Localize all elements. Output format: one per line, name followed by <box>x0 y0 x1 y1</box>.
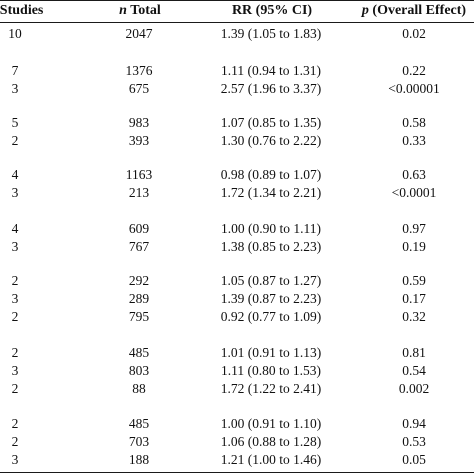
cell-p-value: 0.63 <box>402 167 426 182</box>
cell-number-of-studies: 2 <box>11 309 19 324</box>
cell-risk-ratio: 1.06 (0.88 to 1.28) <box>220 434 322 449</box>
cell-number-of-studies: 4 <box>11 167 19 182</box>
cell-p-value: 0.33 <box>402 133 426 148</box>
cell-n-total: 795 <box>128 309 150 324</box>
cell-n-total: 393 <box>128 133 150 148</box>
table-top-rule <box>0 0 474 1</box>
cell-n-total: 485 <box>128 345 150 360</box>
cell-number-of-studies: 5 <box>11 115 19 130</box>
cell-p-value: 0.02 <box>402 26 426 41</box>
cell-number-of-studies: 3 <box>11 81 19 96</box>
cell-number-of-studies: 2 <box>11 434 19 449</box>
cell-n-total: 213 <box>128 185 150 200</box>
cell-risk-ratio: 1.39 (0.87 to 2.23) <box>220 291 322 306</box>
cell-n-total: 767 <box>128 239 150 254</box>
cell-p-value: 0.54 <box>402 363 426 378</box>
cell-number-of-studies: 2 <box>11 416 19 431</box>
cell-risk-ratio: 1.39 (1.05 to 1.83) <box>220 26 322 41</box>
cell-risk-ratio: 1.38 (0.85 to 2.23) <box>220 239 322 254</box>
header-p-italic: p <box>361 3 369 18</box>
cell-risk-ratio: 1.00 (0.90 to 1.11) <box>221 221 321 236</box>
table-bottom-rule <box>0 472 474 473</box>
cell-risk-ratio: 1.11 (0.80 to 1.53) <box>221 363 321 378</box>
cell-risk-ratio: 1.07 (0.85 to 1.35) <box>220 115 322 130</box>
header-p-rest: (Overall Effect) <box>368 3 467 18</box>
cell-risk-ratio: 1.00 (0.91 to 1.10) <box>220 416 322 431</box>
cell-p-value: 0.97 <box>402 221 426 236</box>
cell-n-total: 289 <box>128 291 150 306</box>
cell-risk-ratio: 1.11 (0.94 to 1.31) <box>221 63 321 78</box>
cell-number-of-studies: 3 <box>11 291 19 306</box>
cell-p-value: 0.81 <box>402 345 426 360</box>
cell-n-total: 292 <box>128 273 150 288</box>
header-number-of-studies: of Studies <box>0 3 44 18</box>
cell-n-total: 675 <box>128 81 150 96</box>
cell-risk-ratio: 1.01 (0.91 to 1.13) <box>220 345 322 360</box>
cell-risk-ratio: 1.30 (0.76 to 2.22) <box>220 133 322 148</box>
cell-p-value: <0.00001 <box>388 81 440 96</box>
cell-number-of-studies: 3 <box>11 363 19 378</box>
cell-risk-ratio: 1.72 (1.22 to 2.41) <box>220 381 322 396</box>
cell-number-of-studies: 2 <box>11 345 19 360</box>
cell-risk-ratio: 1.21 (1.00 to 1.46) <box>220 452 322 467</box>
cell-n-total: 188 <box>128 452 150 467</box>
cell-p-value: 0.59 <box>402 273 426 288</box>
cell-n-total: 983 <box>128 115 150 130</box>
cell-number-of-studies: 3 <box>11 185 19 200</box>
cell-number-of-studies: 3 <box>11 452 19 467</box>
cell-risk-ratio: 1.05 (0.87 to 1.27) <box>220 273 322 288</box>
header-p-overall-effect: p (Overall Effect) <box>362 3 466 19</box>
cell-p-value: <0.0001 <box>391 185 437 200</box>
header-rule <box>0 22 474 23</box>
cell-number-of-studies: 2 <box>11 273 19 288</box>
header-n-total-rest: Total <box>126 3 161 18</box>
cell-n-total: 803 <box>128 363 150 378</box>
cell-risk-ratio: 0.92 (0.77 to 1.09) <box>220 309 322 324</box>
cell-n-total: 703 <box>128 434 150 449</box>
cell-p-value: 0.58 <box>402 115 426 130</box>
cell-p-value: 0.32 <box>402 309 426 324</box>
header-risk-ratio: RR (95% CI) <box>231 3 313 18</box>
cell-number-of-studies: 2 <box>11 381 19 396</box>
cell-n-total: 1376 <box>125 63 153 78</box>
cell-p-value: 0.94 <box>402 416 426 431</box>
cell-n-total: 88 <box>132 381 146 396</box>
cell-number-of-studies: 10 <box>8 26 22 41</box>
cell-p-value: 0.17 <box>402 291 426 306</box>
cell-p-value: 0.05 <box>402 452 426 467</box>
cell-p-value: 0.19 <box>402 239 426 254</box>
cell-number-of-studies: 2 <box>11 133 19 148</box>
cell-n-total: 609 <box>128 221 150 236</box>
header-n-total-italic: n <box>119 3 127 18</box>
cell-p-value: 0.22 <box>402 63 426 78</box>
cell-number-of-studies: 4 <box>11 221 19 236</box>
cell-number-of-studies: 7 <box>11 63 19 78</box>
cell-n-total: 1163 <box>125 167 153 182</box>
cell-risk-ratio: 0.98 (0.89 to 1.07) <box>220 167 322 182</box>
cell-risk-ratio: 2.57 (1.96 to 3.37) <box>220 81 322 96</box>
cell-number-of-studies: 3 <box>11 239 19 254</box>
cell-p-value: 0.002 <box>398 381 430 396</box>
cell-n-total: 2047 <box>125 26 153 41</box>
cell-p-value: 0.53 <box>402 434 426 449</box>
cell-n-total: 485 <box>128 416 150 431</box>
header-n-total: n Total <box>119 3 161 19</box>
cell-risk-ratio: 1.72 (1.34 to 2.21) <box>220 185 322 200</box>
